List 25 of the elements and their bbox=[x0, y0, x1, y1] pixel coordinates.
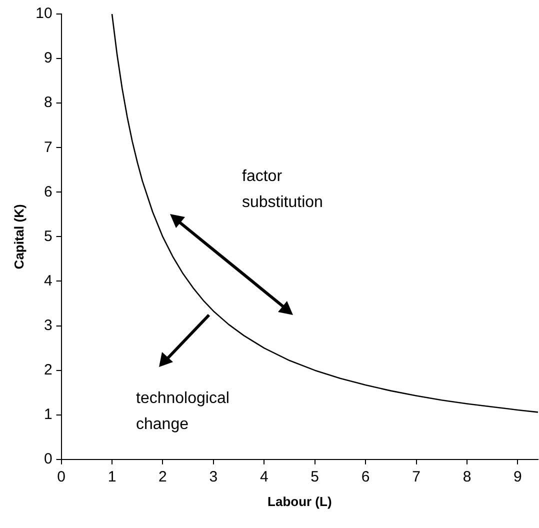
x-tick-label: 3 bbox=[209, 468, 218, 486]
x-tick-label: 2 bbox=[158, 468, 167, 486]
x-tick-label: 0 bbox=[57, 468, 66, 486]
y-tick-label: 9 bbox=[44, 50, 52, 67]
x-tick-label: 6 bbox=[361, 468, 370, 486]
y-tick-label: 10 bbox=[36, 5, 52, 22]
x-tick-label: 7 bbox=[412, 468, 420, 486]
x-tick-label: 5 bbox=[310, 468, 320, 486]
y-tick-label: 0 bbox=[44, 450, 52, 468]
y-tick-label: 2 bbox=[44, 361, 52, 378]
y-tick-label: 7 bbox=[44, 138, 52, 156]
x-tick-label: 8 bbox=[462, 468, 472, 486]
y-tick-label: 3 bbox=[44, 316, 52, 334]
y-tick-label: 1 bbox=[44, 406, 52, 423]
x-tick-label: 1 bbox=[108, 468, 116, 486]
y-tick-label: 6 bbox=[44, 183, 52, 200]
y-tick-label: 4 bbox=[44, 272, 52, 290]
annotation: factor substitution bbox=[242, 167, 323, 213]
y-axis-title: Capital (K) bbox=[11, 204, 26, 270]
y-tick-label: 5 bbox=[44, 228, 52, 245]
x-axis-title: Labour (L) bbox=[268, 494, 332, 509]
x-tick-label: 9 bbox=[514, 468, 522, 486]
y-tick-label: 8 bbox=[44, 94, 52, 112]
x-tick-label: 4 bbox=[260, 468, 268, 486]
annotation: technological change bbox=[136, 389, 230, 435]
